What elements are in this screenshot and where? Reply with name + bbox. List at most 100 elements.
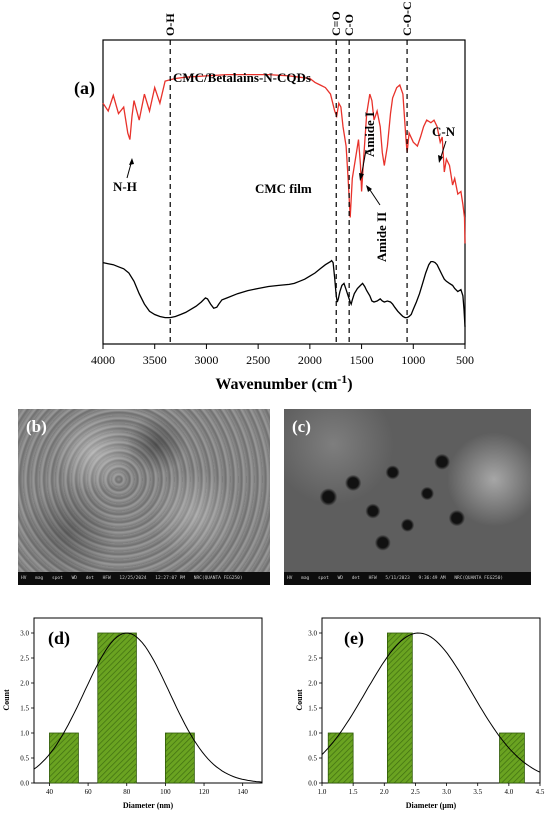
histogram-x-tick-label: 2.5 [411,788,420,796]
sem-c-info-mag: mag [301,576,310,581]
ftir-reference-label: C-O-C [400,1,414,36]
ftir-x-tick-label: 2500 [246,353,270,367]
histogram-y-tick-label: 2.5 [20,655,29,663]
histogram-x-tick-label: 80 [123,788,131,796]
ftir-x-axis-title: Wavenumber (cm-1) [215,372,352,393]
panel-label-e: (e) [344,628,364,649]
histogram-x-tick-label: 1.0 [318,788,327,796]
histogram-y-tick-label: 1.0 [20,730,29,738]
sem-b-info-hv: HV [21,576,27,581]
histogram-e-y-title: Count [295,689,304,711]
ftir-x-tick-label: 4000 [91,353,115,367]
histogram-d-frame [33,617,263,784]
ftir-panel: O-H C=OC-O C-O-C 4000 3500 3000 2500 2000 1500 1… [74,1,474,393]
histogram-d-bars [49,632,195,784]
annotation-nh: N-H [113,179,137,194]
ftir-x-tick-label: 3000 [194,353,218,367]
histogram-y-tick-label: 3.0 [308,630,317,638]
sem-b-info-date: 12/25/2024 [119,576,147,581]
histogram-y-tick-label: 0.5 [20,755,29,763]
histogram-bar [386,632,413,784]
annotation-amide-i: Amide I [362,112,377,157]
histogram-y-tick-label: 1.5 [308,705,317,713]
histogram-y-tick-label: 0.0 [308,780,317,788]
sem-b-info-instrument: NRC(QUANTA FEG250) [193,576,243,581]
sem-b-info-time: 12:27:07 PM [155,576,186,581]
histogram-bar [327,732,354,784]
sem-b-info-hfw: HFW [102,576,111,581]
panel-label-a: (a) [74,78,95,99]
ftir-x-tick-label: 2000 [298,353,322,367]
sem-b-info-det: det [85,576,94,581]
histogram-e-x-title: Diameter (µm) [406,801,457,810]
histogram-y-tick-label: 3.0 [20,630,29,638]
histogram-bar [97,632,137,784]
sem-c-info-wd: WD [337,576,343,581]
annotation-amide-i-arrowhead [359,173,364,181]
panel-label-b: (b) [26,417,47,436]
sem-c-info-det: det [351,576,360,581]
histogram-d: 40 60 80 100 120 140 0.0 0.5 1.0 1.5 2.0 2.5 3.0 (d)… [2,617,263,810]
ftir-reference-label: C-O [342,14,356,36]
histogram-x-tick-label: 100 [160,788,171,796]
sem-b-info-bar: HV mag spot WD det HFW 12/25/2024 12:27:… [18,572,270,585]
histogram-x-tick-label: 2.0 [380,788,389,796]
histogram-y-tick-label: 2.5 [308,655,317,663]
ftir-x-axis-title-main: Wavenumber (cm [215,376,338,393]
sem-c-info-instrument: NRC(QUANTA FEG250) [454,576,504,581]
panel-label-d: (d) [48,628,70,649]
histogram-e-fit-curve [321,632,541,773]
histogram-x-tick-label: 4.5 [536,788,545,796]
series-label-cqd: CMC/Betalains-N-CQDs [173,70,311,85]
annotation-amide-ii: Amide II [374,212,389,262]
ftir-x-tick-label: 1500 [350,353,374,367]
histogram-e: 1.0 1.5 2.0 2.5 3.0 3.5 4.0 4.5 0.0 0.5 1.0 1.5 2.0 2… [295,617,545,810]
histogram-bar [49,732,79,784]
ftir-series-line [102,73,466,244]
ftir-series-group [102,73,466,327]
sem-c-info-date: 5/11/2023 [385,576,410,581]
histogram-x-tick-label: 3.5 [473,788,482,796]
histogram-d-fit-curve [33,632,263,783]
annotation-cn: C-N [432,124,456,139]
ftir-x-tick-label: 500 [456,353,474,367]
histogram-d-ticks: 40 60 80 100 120 140 0.0 0.5 1.0 1.5 2.0 2.5 3.0 [20,630,248,797]
histogram-y-tick-label: 1.5 [20,705,29,713]
histogram-x-tick-label: 40 [46,788,54,796]
sem-c-info-spot: spot [318,576,329,581]
histogram-y-tick-label: 1.0 [308,730,317,738]
histogram-y-tick-label: 0.5 [308,755,317,763]
annotation-nh-arrowhead [129,158,134,165]
sem-c-info-hfw: HFW [368,576,377,581]
annotation-amide-i-arrow [360,149,367,179]
ftir-reference-label: C=O [329,11,343,36]
ftir-reference-label: O-H [163,13,177,36]
sem-b-info-mag: mag [35,576,44,581]
annotation-cn-arrowhead [438,155,443,163]
ftir-reference-lines: O-H C=OC-O C-O-C [163,1,414,344]
sem-c-info-time: 9:36:49 AM [418,576,446,581]
sem-b-info-spot: spot [52,576,63,581]
histogram-x-tick-label: 60 [85,788,93,796]
ftir-x-ticks: 4000 3500 3000 2500 2000 1500 1000 500 [91,344,474,367]
histogram-e-frame [321,617,541,784]
histogram-x-tick-label: 4.0 [504,788,513,796]
ftir-x-tick-label: 3500 [143,353,167,367]
annotation-amide-ii-arrowhead [366,185,372,192]
ftir-plot-frame [102,39,466,345]
histogram-x-tick-label: 3.0 [442,788,451,796]
sem-image-b: (b) HV mag spot WD det HFW 12/25/2024 12… [18,409,270,585]
histogram-x-tick-label: 120 [199,788,210,796]
sem-b-info-wd: WD [71,576,77,581]
sem-c-info-bar: HV mag spot WD det HFW 5/11/2023 9:36:49… [284,572,531,585]
panel-label-c: (c) [292,417,311,436]
histogram-e-bars [327,632,525,784]
sem-c-info-hv: HV [287,576,293,581]
histogram-x-tick-label: 140 [237,788,248,796]
histogram-d-y-title: Count [2,689,11,711]
histogram-y-tick-label: 0.0 [20,780,29,788]
ftir-x-tick-label: 1000 [401,353,425,367]
histogram-x-tick-label: 1.5 [349,788,358,796]
ftir-series-line [102,259,466,327]
